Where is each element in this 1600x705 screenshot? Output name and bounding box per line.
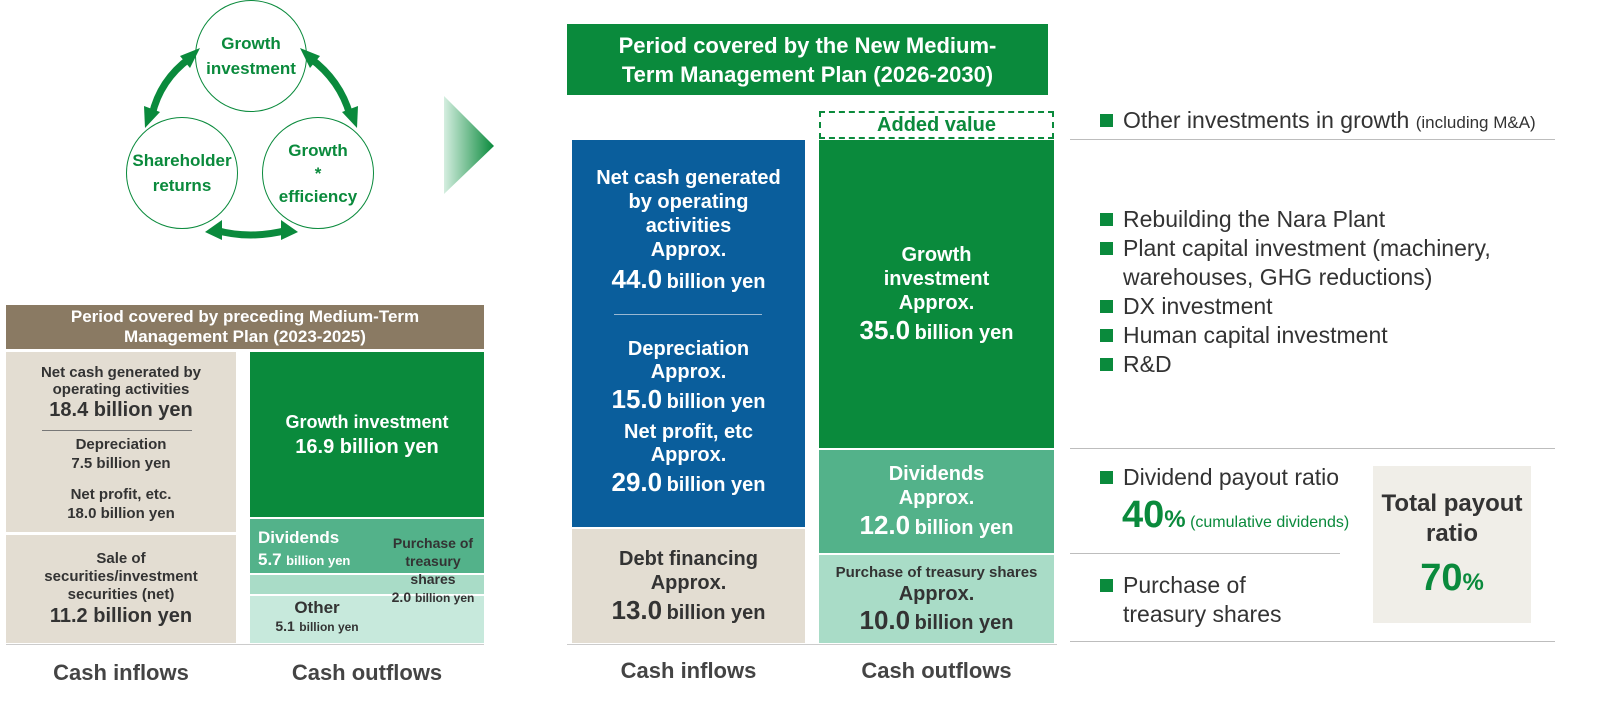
prev-cash-inflows-label: Cash inflows — [53, 660, 189, 685]
list-item: DX investment — [1100, 292, 1491, 321]
new-out-growth: Growth investment Approx. 35.0 billion y… — [819, 140, 1054, 448]
new-dividends-num: 12.0 — [859, 510, 911, 540]
prev-inflow-op-amount: 18.4 billion yen — [49, 399, 193, 421]
list-item: Plant capital investment (machinery, — [1100, 234, 1491, 263]
prev-np-label: Net profit, etc. — [70, 486, 172, 503]
prev-treasury-num: 2.0 — [391, 589, 412, 605]
prev-out-other — [250, 596, 484, 643]
prev-out-growth: Growth investment 16.9 billion yen — [250, 352, 484, 517]
bullet-square-icon — [1100, 114, 1113, 127]
prev-dep-amount: 7.5 billion yen — [71, 455, 171, 472]
new-dep-num: 15.0 — [611, 384, 663, 414]
transition-arrow-icon — [444, 96, 494, 194]
new-treasury-num: 10.0 — [859, 604, 911, 635]
total-payout-pct: % — [1462, 569, 1484, 596]
prev-out-dividends — [250, 519, 484, 573]
new-out-dividends: Dividends Approx. 12.0 billion yen — [819, 450, 1054, 553]
new-cash-inflows-label: Cash inflows — [620, 658, 757, 683]
right-divider-1 — [1070, 139, 1555, 140]
prev-np-amount: 18.0 billion yen — [67, 505, 175, 522]
prev-dividends-unit: billion yen — [286, 553, 351, 568]
bullet-square-icon — [1100, 242, 1113, 255]
prev-dividends-label: Dividends — [258, 528, 340, 547]
right-divider-3 — [1070, 553, 1340, 554]
prev-inflow-securities: Sale of securities/investment securities… — [6, 535, 236, 643]
new-np-approx: Approx. — [650, 444, 727, 466]
new-dep-label: Depreciation — [627, 338, 750, 360]
new-out-treasury: Purchase of treasury shares Approx. 10.0… — [819, 555, 1054, 643]
bullet-square-icon — [1100, 358, 1113, 371]
list-item: Human capital investment — [1100, 321, 1491, 350]
prev-treasury-unit: billion yen — [415, 591, 475, 605]
cycle-shareholder-returns: Shareholder returns — [126, 117, 238, 229]
right-divider-2 — [1070, 448, 1555, 449]
cycle-diagram: Growth investment Shareholder returns Gr… — [110, 0, 390, 250]
list-item-continued: warehouses, GHG reductions) — [1123, 264, 1433, 290]
bullet-square-icon — [1100, 471, 1113, 484]
prev-out-treasury — [250, 575, 484, 594]
new-np-unit: billion yen — [666, 474, 766, 496]
new-inflow-op-approx: Approx. — [650, 239, 727, 261]
prev-other-num: 5.1 — [275, 618, 295, 634]
prev-treasury-label: Purchase of treasury shares — [392, 535, 474, 587]
prev-cash-outflows-label: Cash outflows — [291, 660, 443, 685]
prev-dividends-num: 5.7 — [258, 550, 282, 569]
prev-other-label: Other — [294, 598, 340, 617]
new-inflow-op-unit: billion yen — [666, 271, 766, 293]
total-payout-box: Total payout ratio 70% — [1373, 466, 1531, 623]
prev-dep-label: Depreciation — [75, 436, 167, 453]
new-treasury-unit: billion yen — [914, 611, 1014, 634]
list-item: R&D — [1100, 350, 1491, 379]
new-np-label: Net profit, etc — [624, 421, 753, 443]
new-inflow-op-num: 44.0 — [611, 264, 663, 294]
new-debt-unit: billion yen — [666, 601, 766, 624]
bullet-square-icon — [1100, 213, 1113, 226]
right-divider-4 — [1070, 641, 1555, 642]
bullet-square-icon — [1100, 300, 1113, 313]
prev-inflow-op-title: Net cash generated by operating activiti… — [40, 364, 202, 398]
total-payout-value: 70 — [1420, 557, 1463, 599]
new-cash-outflows-label: Cash outflows — [861, 658, 1012, 683]
new-np-num: 29.0 — [611, 467, 663, 497]
new-plan-header: Period covered by the New Medium- Term M… — [567, 24, 1048, 95]
prev-inflow-operating — [6, 352, 236, 532]
cycle-growth-efficiency: Growth * efficiency — [262, 117, 374, 229]
new-inflow-op-title: Net cash generated by operating activiti… — [596, 167, 781, 237]
prev-inflow-divider — [42, 430, 192, 431]
list-item: Rebuilding the Nara Plant — [1100, 205, 1491, 234]
added-value-box: Added value — [819, 111, 1054, 139]
prev-baseline — [6, 644, 484, 645]
dividend-payout-label: Dividend payout ratio — [1100, 463, 1339, 492]
new-growth-unit: billion yen — [914, 321, 1014, 344]
bullet-square-icon — [1100, 329, 1113, 342]
new-baseline — [567, 644, 1057, 645]
prev-plan-header: Period covered by preceding Medium-Term … — [6, 305, 484, 349]
purchase-treasury-item: Purchase of treasury shares — [1100, 571, 1282, 629]
other-investments-item: Other investments in growth (including M… — [1100, 106, 1536, 137]
new-inflow-debt: Debt financing Approx. 13.0 billion yen — [572, 529, 805, 643]
cycle-growth-investment: Growth investment — [195, 0, 307, 112]
new-dividends-unit: billion yen — [914, 517, 1014, 539]
new-dep-approx: Approx. — [650, 361, 727, 383]
growth-investment-list: Rebuilding the Nara Plant Plant capital … — [1100, 205, 1491, 379]
dividend-payout-value: 40% (cumulative dividends) — [1122, 494, 1350, 536]
new-debt-num: 13.0 — [611, 594, 663, 625]
new-growth-num: 35.0 — [859, 314, 911, 345]
bullet-square-icon — [1100, 579, 1113, 592]
new-inflow-operating — [572, 140, 805, 527]
new-dep-unit: billion yen — [666, 391, 766, 413]
new-inflow-divider — [614, 314, 762, 315]
prev-other-unit: billion yen — [299, 620, 359, 634]
